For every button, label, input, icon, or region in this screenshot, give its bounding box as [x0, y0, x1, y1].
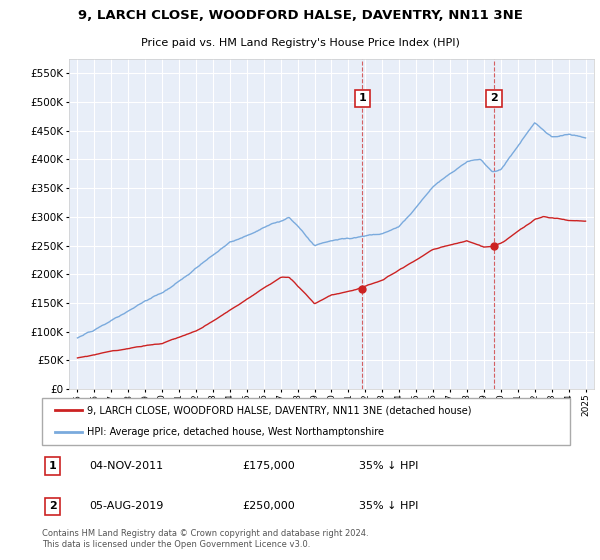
Text: 9, LARCH CLOSE, WOODFORD HALSE, DAVENTRY, NN11 3NE (detached house): 9, LARCH CLOSE, WOODFORD HALSE, DAVENTRY…	[87, 405, 472, 416]
Text: 1: 1	[49, 461, 56, 471]
Text: 04-NOV-2011: 04-NOV-2011	[89, 461, 164, 471]
Text: 05-AUG-2019: 05-AUG-2019	[89, 501, 164, 511]
Text: Contains HM Land Registry data © Crown copyright and database right 2024.
This d: Contains HM Land Registry data © Crown c…	[42, 529, 368, 549]
Text: £175,000: £175,000	[242, 461, 295, 471]
Text: 1: 1	[359, 94, 367, 104]
Text: 2: 2	[49, 501, 56, 511]
Text: 9, LARCH CLOSE, WOODFORD HALSE, DAVENTRY, NN11 3NE: 9, LARCH CLOSE, WOODFORD HALSE, DAVENTRY…	[77, 9, 523, 22]
Text: 35% ↓ HPI: 35% ↓ HPI	[359, 461, 418, 471]
Text: £250,000: £250,000	[242, 501, 295, 511]
Text: 35% ↓ HPI: 35% ↓ HPI	[359, 501, 418, 511]
Text: 2: 2	[490, 94, 497, 104]
Text: HPI: Average price, detached house, West Northamptonshire: HPI: Average price, detached house, West…	[87, 427, 384, 437]
Text: Price paid vs. HM Land Registry's House Price Index (HPI): Price paid vs. HM Land Registry's House …	[140, 38, 460, 48]
